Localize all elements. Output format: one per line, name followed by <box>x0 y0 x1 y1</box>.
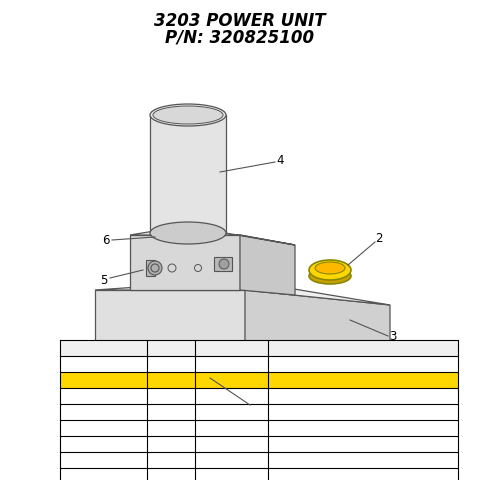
Text: DESCRIPTION: DESCRIPTION <box>329 344 397 352</box>
Text: 320336005: 320336005 <box>207 423 256 432</box>
Text: 1: 1 <box>168 471 174 480</box>
Text: 320825003: 320825003 <box>207 440 256 448</box>
Text: PUMP KIT: PUMP KIT <box>343 456 383 465</box>
Text: 4: 4 <box>276 154 284 167</box>
Text: 320335003: 320335003 <box>207 456 256 465</box>
Text: 1: 1 <box>168 392 174 400</box>
Text: 1: 1 <box>168 440 174 448</box>
Text: 320335005: 320335005 <box>207 408 256 417</box>
Bar <box>60 404 458 420</box>
Bar <box>60 388 458 404</box>
Ellipse shape <box>309 260 351 280</box>
Ellipse shape <box>150 104 226 126</box>
Text: 1: 1 <box>168 360 174 369</box>
Text: 1: 1 <box>168 408 174 417</box>
Text: MOTOR: MOTOR <box>347 408 379 417</box>
Ellipse shape <box>150 222 226 244</box>
Text: 6: 6 <box>101 440 106 448</box>
Text: 2: 2 <box>375 232 383 245</box>
Polygon shape <box>130 235 240 290</box>
Bar <box>60 372 458 388</box>
Circle shape <box>148 261 162 275</box>
Text: 1: 1 <box>251 400 259 413</box>
Text: 1: 1 <box>168 423 174 432</box>
Text: BREATHER CAP: BREATHER CAP <box>330 375 396 384</box>
Text: 5: 5 <box>101 423 106 432</box>
Text: REF: REF <box>95 471 112 480</box>
Bar <box>60 340 458 356</box>
Polygon shape <box>130 226 295 245</box>
Text: 320335010: 320335010 <box>207 471 256 480</box>
Text: RETURN PORT PLUG KIT: RETURN PORT PLUG KIT <box>312 423 414 432</box>
Text: P/N: 320825100: P/N: 320825100 <box>166 28 314 46</box>
Ellipse shape <box>315 262 345 274</box>
Bar <box>60 356 458 372</box>
Polygon shape <box>150 115 226 233</box>
Text: 200545000: 200545000 <box>207 375 256 384</box>
Text: ITEM NO.: ITEM NO. <box>80 344 127 352</box>
Text: 1: 1 <box>101 360 106 369</box>
Polygon shape <box>240 235 295 295</box>
Bar <box>60 420 458 436</box>
Ellipse shape <box>153 106 223 124</box>
Text: ADAPTOR KIT: ADAPTOR KIT <box>334 440 392 448</box>
Text: 3: 3 <box>389 331 396 344</box>
Bar <box>60 468 458 480</box>
Text: QTY.: QTY. <box>160 344 182 352</box>
Text: RESERVOIR KIT: RESERVOIR KIT <box>330 360 396 369</box>
Text: 4: 4 <box>101 408 106 417</box>
Text: REF: REF <box>95 456 112 465</box>
Bar <box>60 452 458 468</box>
Circle shape <box>219 259 229 269</box>
Bar <box>60 436 458 452</box>
Text: PART NO.: PART NO. <box>208 344 255 352</box>
Text: 320825110: 320825110 <box>207 360 256 369</box>
Text: 3: 3 <box>101 392 106 400</box>
Text: 6: 6 <box>102 233 110 247</box>
Text: 1: 1 <box>168 456 174 465</box>
Polygon shape <box>95 290 245 380</box>
Text: 3203 POWER UNIT: 3203 POWER UNIT <box>154 12 326 30</box>
Text: 5: 5 <box>100 274 108 287</box>
Text: 320825002: 320825002 <box>207 392 256 400</box>
Text: 2: 2 <box>101 375 106 384</box>
Polygon shape <box>146 260 155 276</box>
Text: O-RING: O-RING <box>347 471 379 480</box>
Polygon shape <box>245 290 390 395</box>
Polygon shape <box>214 257 232 271</box>
Text: RELIEF VALVE KIT: RELIEF VALVE KIT <box>326 392 400 400</box>
Ellipse shape <box>309 268 351 284</box>
Text: 1: 1 <box>168 375 174 384</box>
Polygon shape <box>95 280 390 305</box>
